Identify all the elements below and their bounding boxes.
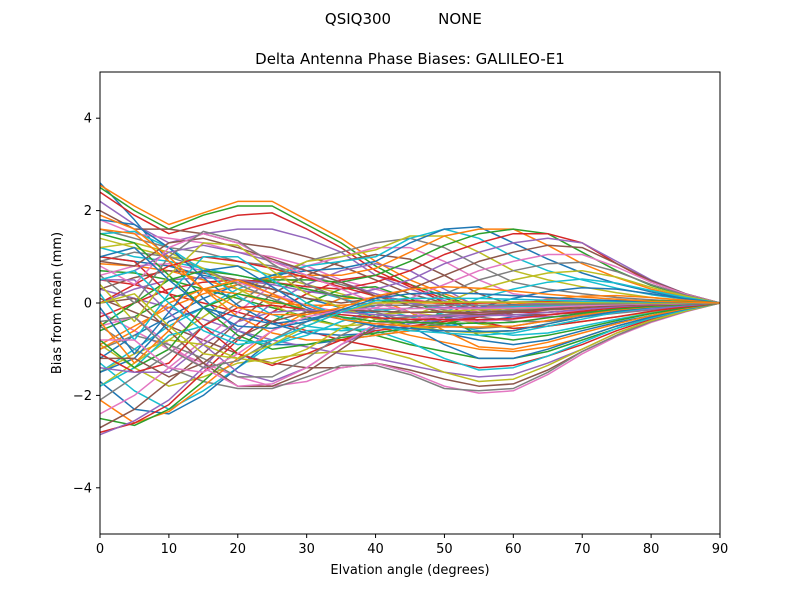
x-tick-label: 40 [367, 542, 384, 557]
series-line-azimuth-300 [99, 265, 721, 355]
suptitle-left: QSIQ300 [325, 10, 391, 28]
series-line-azimuth-315 [99, 302, 721, 374]
series-line-azimuth-140 [99, 235, 721, 387]
series-group [99, 182, 721, 436]
series-line-azimuth-340 [99, 293, 720, 360]
series-line-azimuth-090 [99, 302, 721, 387]
x-axis-ticks: 0 10 20 30 40 50 60 70 80 90 [96, 534, 728, 557]
series-line-azimuth-355 [99, 228, 721, 316]
series-line-azimuth-335 [99, 302, 720, 369]
x-tick-label: 70 [574, 542, 591, 557]
chart-title: Delta Antenna Phase Biases: GALILEO-E1 [255, 50, 565, 68]
x-tick-label: 90 [712, 542, 729, 557]
x-tick-label: 60 [505, 542, 522, 557]
series-line-azimuth-095 [99, 302, 721, 411]
y-axis-ticks: −4 −2 0 2 4 [73, 112, 100, 496]
y-axis-label: Bias from mean (mm) [50, 232, 65, 374]
x-tick-label: 30 [298, 542, 315, 557]
suptitle-right: NONE [438, 10, 482, 28]
series-line-azimuth-350 [99, 246, 721, 330]
x-axis-label: Elvation angle (degrees) [330, 563, 489, 578]
y-tick-label: 0 [84, 297, 92, 312]
y-tick-label: −2 [73, 389, 92, 404]
series-line-azimuth-330 [100, 302, 721, 374]
series-line-azimuth-320 [99, 302, 721, 374]
series-line-azimuth-345 [99, 269, 721, 346]
x-tick-label: 50 [436, 542, 453, 557]
series-line-azimuth-295 [99, 256, 721, 341]
y-tick-label: −4 [73, 481, 92, 496]
series-line-azimuth-325 [100, 302, 721, 378]
x-tick-label: 80 [643, 542, 660, 557]
x-tick-label: 10 [161, 542, 178, 557]
y-tick-label: 4 [84, 112, 92, 127]
y-tick-label: 2 [84, 204, 92, 219]
x-tick-label: 20 [230, 542, 247, 557]
x-tick-label: 0 [96, 542, 104, 557]
series-line-azimuth-065 [99, 279, 721, 369]
